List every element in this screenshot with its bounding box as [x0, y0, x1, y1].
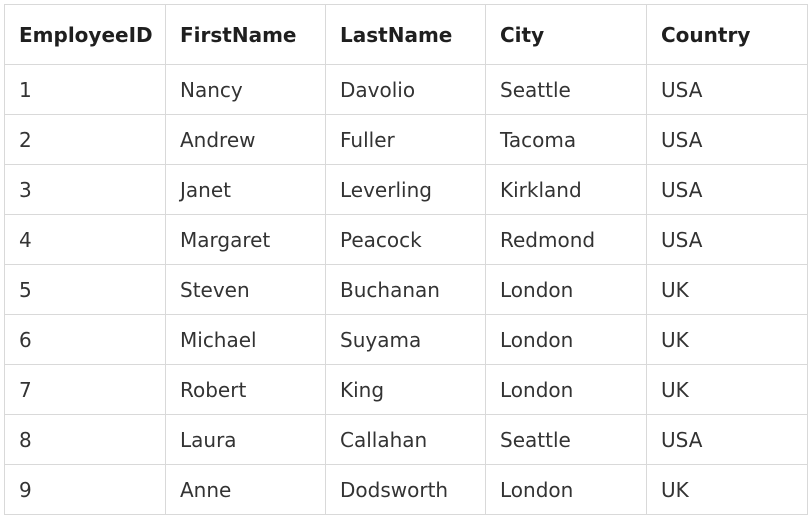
cell-employeeid: 4 — [4, 214, 166, 265]
table-row: 2 Andrew Fuller Tacoma USA — [4, 114, 808, 165]
cell-city: London — [485, 314, 647, 365]
cell-employeeid: 1 — [4, 64, 166, 115]
cell-country: USA — [646, 414, 808, 465]
table-row: 1 Nancy Davolio Seattle USA — [4, 64, 808, 115]
cell-country: USA — [646, 164, 808, 215]
table-row: 5 Steven Buchanan London UK — [4, 264, 808, 315]
cell-firstname: Anne — [165, 464, 326, 515]
cell-employeeid: 5 — [4, 264, 166, 315]
table-row: 9 Anne Dodsworth London UK — [4, 464, 808, 515]
cell-firstname: Laura — [165, 414, 326, 465]
cell-city: London — [485, 364, 647, 415]
cell-firstname: Andrew — [165, 114, 326, 165]
column-header-lastname: LastName — [325, 4, 486, 65]
cell-employeeid: 9 — [4, 464, 166, 515]
cell-lastname: Fuller — [325, 114, 486, 165]
cell-employeeid: 6 — [4, 314, 166, 365]
cell-country: UK — [646, 464, 808, 515]
cell-lastname: Peacock — [325, 214, 486, 265]
cell-employeeid: 3 — [4, 164, 166, 215]
cell-city: Seattle — [485, 64, 647, 115]
cell-country: USA — [646, 64, 808, 115]
cell-firstname: Michael — [165, 314, 326, 365]
cell-lastname: Dodsworth — [325, 464, 486, 515]
cell-employeeid: 8 — [4, 414, 166, 465]
cell-country: USA — [646, 214, 808, 265]
cell-firstname: Robert — [165, 364, 326, 415]
cell-city: Tacoma — [485, 114, 647, 165]
column-header-country: Country — [646, 4, 808, 65]
cell-firstname: Margaret — [165, 214, 326, 265]
table-row: 3 Janet Leverling Kirkland USA — [4, 164, 808, 215]
cell-employeeid: 2 — [4, 114, 166, 165]
cell-city: London — [485, 264, 647, 315]
cell-city: Redmond — [485, 214, 647, 265]
column-header-firstname: FirstName — [165, 4, 326, 65]
table-row: 6 Michael Suyama London UK — [4, 314, 808, 365]
column-header-city: City — [485, 4, 647, 65]
cell-country: UK — [646, 364, 808, 415]
cell-city: Kirkland — [485, 164, 647, 215]
table-row: 4 Margaret Peacock Redmond USA — [4, 214, 808, 265]
table-header: EmployeeID FirstName LastName City Count… — [4, 4, 808, 65]
cell-lastname: Buchanan — [325, 264, 486, 315]
cell-firstname: Nancy — [165, 64, 326, 115]
table-body: 1 Nancy Davolio Seattle USA 2 Andrew Ful… — [4, 64, 808, 515]
cell-city: London — [485, 464, 647, 515]
table-row: 7 Robert King London UK — [4, 364, 808, 415]
cell-employeeid: 7 — [4, 364, 166, 415]
cell-country: UK — [646, 314, 808, 365]
header-row: EmployeeID FirstName LastName City Count… — [4, 4, 808, 65]
cell-country: UK — [646, 264, 808, 315]
cell-firstname: Janet — [165, 164, 326, 215]
table-row: 8 Laura Callahan Seattle USA — [4, 414, 808, 465]
employee-table: EmployeeID FirstName LastName City Count… — [4, 4, 808, 515]
cell-lastname: Leverling — [325, 164, 486, 215]
cell-country: USA — [646, 114, 808, 165]
column-header-employeeid: EmployeeID — [4, 4, 166, 65]
cell-lastname: Callahan — [325, 414, 486, 465]
cell-city: Seattle — [485, 414, 647, 465]
cell-lastname: Davolio — [325, 64, 486, 115]
cell-firstname: Steven — [165, 264, 326, 315]
cell-lastname: Suyama — [325, 314, 486, 365]
cell-lastname: King — [325, 364, 486, 415]
